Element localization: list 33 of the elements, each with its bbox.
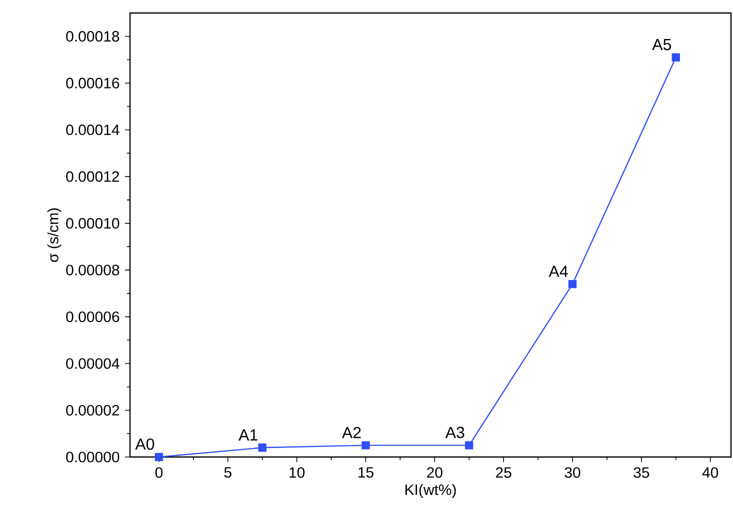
- y-tick-label: 0.00010: [66, 218, 120, 229]
- y-tick-label: 0.00004: [66, 358, 120, 369]
- x-tick-label: 35: [634, 467, 650, 478]
- x-tick-label: 20: [427, 467, 442, 478]
- y-tick-label: 0.00006: [66, 311, 120, 322]
- x-tick-label: 15: [358, 467, 374, 478]
- x-tick-label: 40: [702, 467, 718, 478]
- annotation: A1: [238, 429, 258, 440]
- x-tick-label: 25: [496, 467, 512, 478]
- point: [568, 280, 577, 288]
- point: [672, 53, 680, 62]
- annotation: A3: [445, 426, 464, 438]
- x-tick-label: 10: [290, 467, 305, 478]
- y-tick-label: 0.00018: [66, 31, 120, 42]
- annotation: A5: [652, 39, 672, 50]
- x-axis-title: KI(wt%): [405, 484, 456, 498]
- y-tick-label: 0.00002: [66, 404, 120, 416]
- y-tick-label: 0.00008: [66, 264, 120, 276]
- y-tick-label: 0.00016: [66, 78, 120, 88]
- point: [258, 444, 266, 452]
- y-tick-label: 0.00012: [66, 171, 120, 182]
- annotation: A4: [548, 266, 568, 277]
- annotation: A2: [342, 426, 361, 438]
- y-tick-label: 0.00014: [66, 124, 120, 136]
- y-axis-title: σ (s/cm): [47, 208, 62, 262]
- annotation: A0: [135, 438, 154, 450]
- point: [154, 452, 164, 462]
- x-tick-label: 5: [224, 467, 232, 478]
- x-tick-label: 0: [155, 467, 163, 478]
- y-tick-label: 0.00000: [66, 452, 120, 462]
- x-tick-label: 30: [564, 467, 580, 478]
- point: [465, 441, 474, 450]
- point: [362, 441, 370, 450]
